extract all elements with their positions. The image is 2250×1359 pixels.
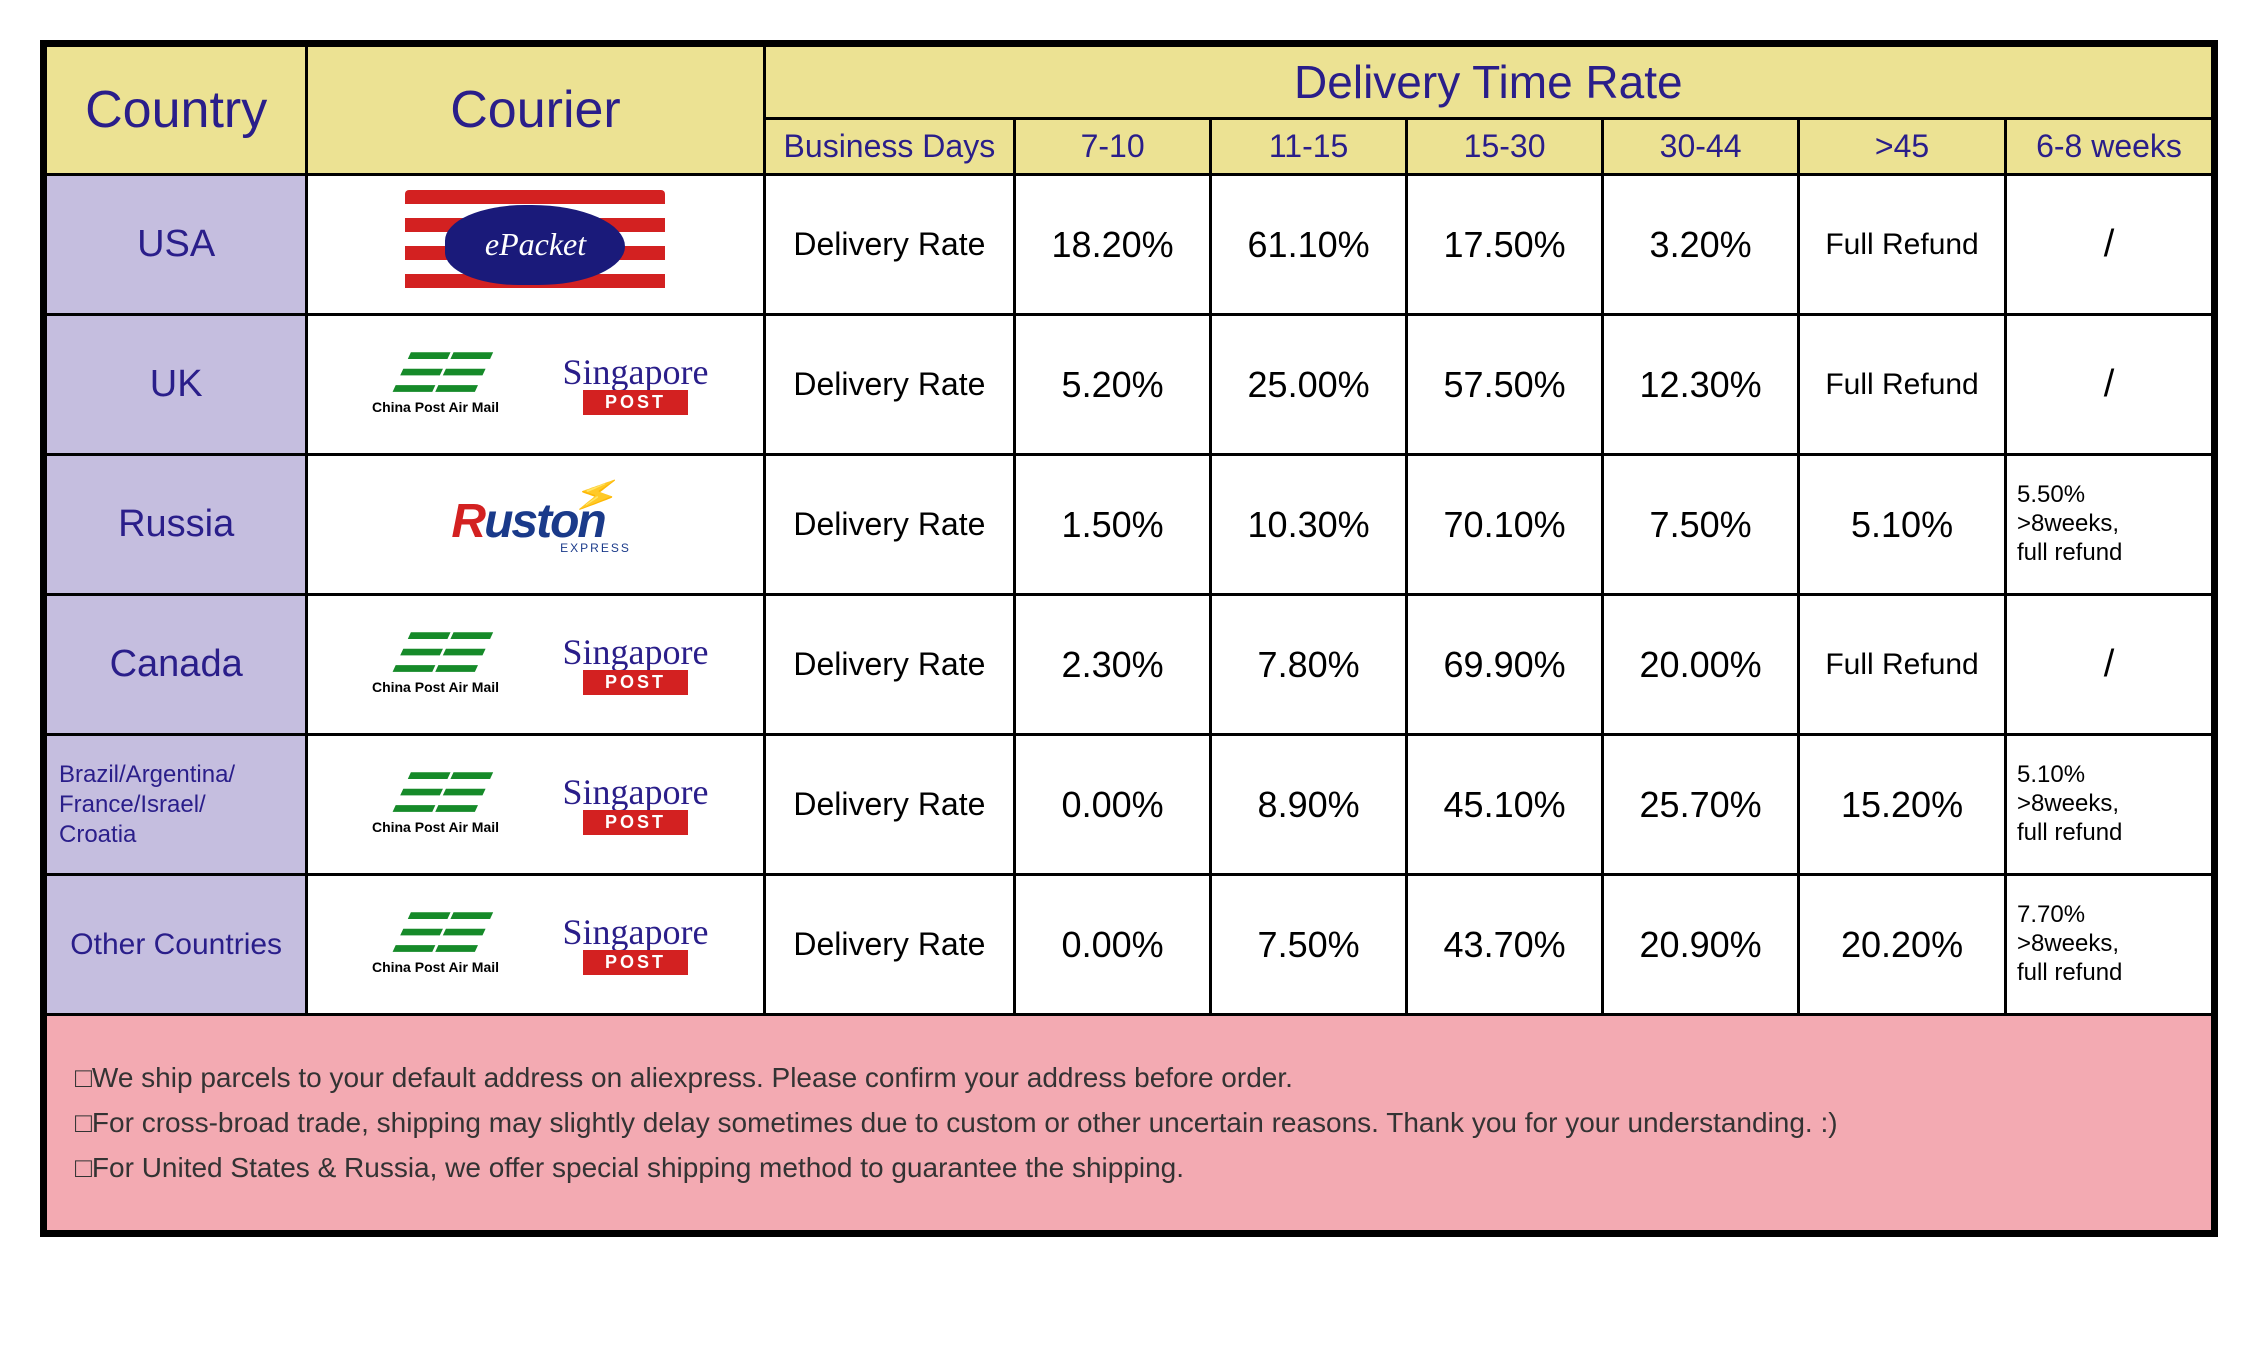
value-cell: / xyxy=(2005,595,2212,735)
china-post-logo: ☰☰ China Post Air Mail xyxy=(350,914,520,976)
value-cell: 8.90% xyxy=(1211,735,1407,875)
value-cell: / xyxy=(2005,175,2212,315)
value-cell: 5.10%>8weeks,full refund xyxy=(2005,735,2212,875)
value-cell: 10.30% xyxy=(1211,455,1407,595)
value-cell: 69.90% xyxy=(1407,595,1603,735)
value-cell: / xyxy=(2005,315,2212,455)
delivery-rate-table: Country Courier Delivery Time Rate Busin… xyxy=(40,40,2218,1237)
value-cell: 7.50% xyxy=(1603,455,1799,595)
country-cell: Other Countries xyxy=(46,875,307,1015)
rate-label: Delivery Rate xyxy=(764,875,1014,1015)
courier-cell: ePacket xyxy=(307,175,764,315)
country-cell: Russia xyxy=(46,455,307,595)
singapore-post-logo: Singapore POST xyxy=(550,354,720,415)
courier-cell: ☰☰ China Post Air Mail Singapore POST xyxy=(307,595,764,735)
value-cell: 43.70% xyxy=(1407,875,1603,1015)
rate-label: Delivery Rate xyxy=(764,315,1014,455)
rate-label: Delivery Rate xyxy=(764,735,1014,875)
header-sub-4: 30-44 xyxy=(1603,119,1799,175)
value-cell: 70.10% xyxy=(1407,455,1603,595)
value-cell: 57.50% xyxy=(1407,315,1603,455)
china-post-logo: ☰☰ China Post Air Mail xyxy=(350,634,520,696)
value-cell: 7.70%>8weeks,full refund xyxy=(2005,875,2212,1015)
country-cell: UK xyxy=(46,315,307,455)
value-cell: Full Refund xyxy=(1799,315,2006,455)
singapore-post-logo: Singapore POST xyxy=(550,634,720,695)
value-cell: 5.50%>8weeks,full refund xyxy=(2005,455,2212,595)
header-sub-6: 6-8 weeks xyxy=(2005,119,2212,175)
header-sub-0: Business Days xyxy=(764,119,1014,175)
value-cell: 7.50% xyxy=(1211,875,1407,1015)
value-cell: 0.00% xyxy=(1015,735,1211,875)
header-sub-5: >45 xyxy=(1799,119,2006,175)
value-cell: 5.10% xyxy=(1799,455,2006,595)
country-cell: Brazil/Argentina/France/Israel/Croatia xyxy=(46,735,307,875)
value-cell: Full Refund xyxy=(1799,175,2006,315)
value-cell: 3.20% xyxy=(1603,175,1799,315)
value-cell: 25.00% xyxy=(1211,315,1407,455)
header-courier: Courier xyxy=(307,46,764,175)
rate-label: Delivery Rate xyxy=(764,455,1014,595)
value-cell: 0.00% xyxy=(1015,875,1211,1015)
country-cell: USA xyxy=(46,175,307,315)
value-cell: 2.30% xyxy=(1015,595,1211,735)
value-cell: 25.70% xyxy=(1603,735,1799,875)
value-cell: 20.90% xyxy=(1603,875,1799,1015)
header-sub-2: 11-15 xyxy=(1211,119,1407,175)
singapore-post-logo: Singapore POST xyxy=(550,914,720,975)
ruston-logo: Ruston ⚡ EXPRESS xyxy=(440,494,631,555)
courier-cell: ☰☰ China Post Air Mail Singapore POST xyxy=(307,875,764,1015)
epacket-logo: ePacket xyxy=(405,190,665,300)
header-country: Country xyxy=(46,46,307,175)
table-row: Brazil/Argentina/France/Israel/Croatia ☰… xyxy=(46,735,2213,875)
rate-label: Delivery Rate xyxy=(764,175,1014,315)
courier-cell: ☰☰ China Post Air Mail Singapore POST xyxy=(307,315,764,455)
footer-notes: □We ship parcels to your default address… xyxy=(46,1015,2213,1232)
value-cell: 12.30% xyxy=(1603,315,1799,455)
header-sub-3: 15-30 xyxy=(1407,119,1603,175)
table-row: Russia Ruston ⚡ EXPRESS Delivery Rate1.5… xyxy=(46,455,2213,595)
value-cell: 7.80% xyxy=(1211,595,1407,735)
courier-cell: ☰☰ China Post Air Mail Singapore POST xyxy=(307,735,764,875)
value-cell: 15.20% xyxy=(1799,735,2006,875)
table-row: Canada ☰☰ China Post Air Mail Singapore … xyxy=(46,595,2213,735)
value-cell: 20.20% xyxy=(1799,875,2006,1015)
value-cell: 45.10% xyxy=(1407,735,1603,875)
china-post-logo: ☰☰ China Post Air Mail xyxy=(350,774,520,836)
courier-cell: Ruston ⚡ EXPRESS xyxy=(307,455,764,595)
epacket-text: ePacket xyxy=(445,205,625,285)
rate-label: Delivery Rate xyxy=(764,595,1014,735)
value-cell: 18.20% xyxy=(1015,175,1211,315)
header-sub-1: 7-10 xyxy=(1015,119,1211,175)
table-row: UK ☰☰ China Post Air Mail Singapore POST… xyxy=(46,315,2213,455)
value-cell: 5.20% xyxy=(1015,315,1211,455)
value-cell: 61.10% xyxy=(1211,175,1407,315)
value-cell: 20.00% xyxy=(1603,595,1799,735)
value-cell: 1.50% xyxy=(1015,455,1211,595)
table-row: USA ePacket Delivery Rate18.20%61.10%17.… xyxy=(46,175,2213,315)
header-delivery-time-rate: Delivery Time Rate xyxy=(764,46,2212,119)
table-row: Other Countries ☰☰ China Post Air Mail S… xyxy=(46,875,2213,1015)
country-cell: Canada xyxy=(46,595,307,735)
value-cell: Full Refund xyxy=(1799,595,2006,735)
china-post-logo: ☰☰ China Post Air Mail xyxy=(350,354,520,416)
singapore-post-logo: Singapore POST xyxy=(550,774,720,835)
value-cell: 17.50% xyxy=(1407,175,1603,315)
